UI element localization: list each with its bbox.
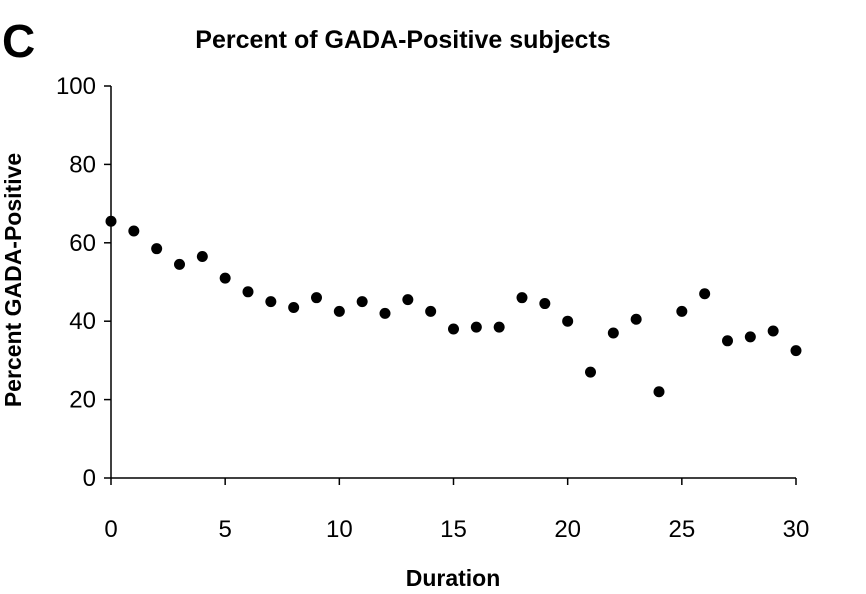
data-point — [585, 366, 596, 378]
x-tick-label: 5 — [218, 516, 231, 543]
y-tick-label: 20 — [69, 387, 96, 414]
data-point — [128, 225, 140, 237]
data-point — [653, 386, 665, 398]
x-axis-ticks: 0 5 10 15 20 25 30 — [104, 478, 809, 543]
axes — [110, 86, 796, 479]
data-point — [767, 325, 779, 337]
data-point — [790, 345, 802, 357]
data-point — [562, 315, 574, 327]
data-point — [356, 296, 368, 308]
data-point — [607, 327, 619, 339]
y-tick-label: 60 — [69, 230, 96, 257]
data-point — [379, 307, 391, 319]
x-tick-label: 30 — [783, 516, 810, 543]
data-point — [196, 251, 208, 263]
chart-title: Percent of GADA-Positive subjects — [195, 26, 610, 54]
data-point — [219, 272, 231, 284]
data-point — [699, 288, 711, 300]
data-point — [744, 331, 756, 343]
y-tick-label: 40 — [69, 308, 96, 335]
data-point — [470, 321, 482, 333]
data-point — [448, 323, 459, 335]
data-point — [722, 335, 733, 347]
data-point — [516, 292, 528, 304]
data-point — [151, 243, 163, 255]
y-axis-label: Percent GADA-Positive — [0, 153, 26, 407]
y-tick-label: 0 — [83, 465, 96, 492]
data-point — [311, 292, 322, 304]
x-tick-label: 15 — [440, 516, 467, 543]
x-tick-label: 25 — [668, 516, 695, 543]
data-point — [242, 286, 254, 298]
y-axis-ticks: 0 20 40 60 80 100 — [56, 73, 111, 492]
data-point — [630, 313, 642, 325]
y-tick-label: 100 — [56, 73, 96, 100]
data-point — [288, 301, 300, 313]
y-tick-label: 80 — [69, 151, 96, 178]
panel-letter: C — [2, 15, 35, 67]
data-point — [265, 296, 277, 308]
data-point — [539, 298, 551, 310]
data-points — [105, 215, 802, 398]
data-point — [333, 305, 345, 317]
data-point — [174, 258, 185, 270]
data-point — [105, 215, 117, 227]
data-point — [402, 294, 414, 306]
x-tick-label: 0 — [104, 516, 117, 543]
x-axis-label: Duration — [406, 565, 501, 591]
data-point — [676, 305, 688, 317]
x-tick-label: 20 — [554, 516, 581, 543]
data-point — [493, 321, 505, 333]
data-point — [425, 305, 437, 317]
x-tick-label: 10 — [326, 516, 353, 543]
